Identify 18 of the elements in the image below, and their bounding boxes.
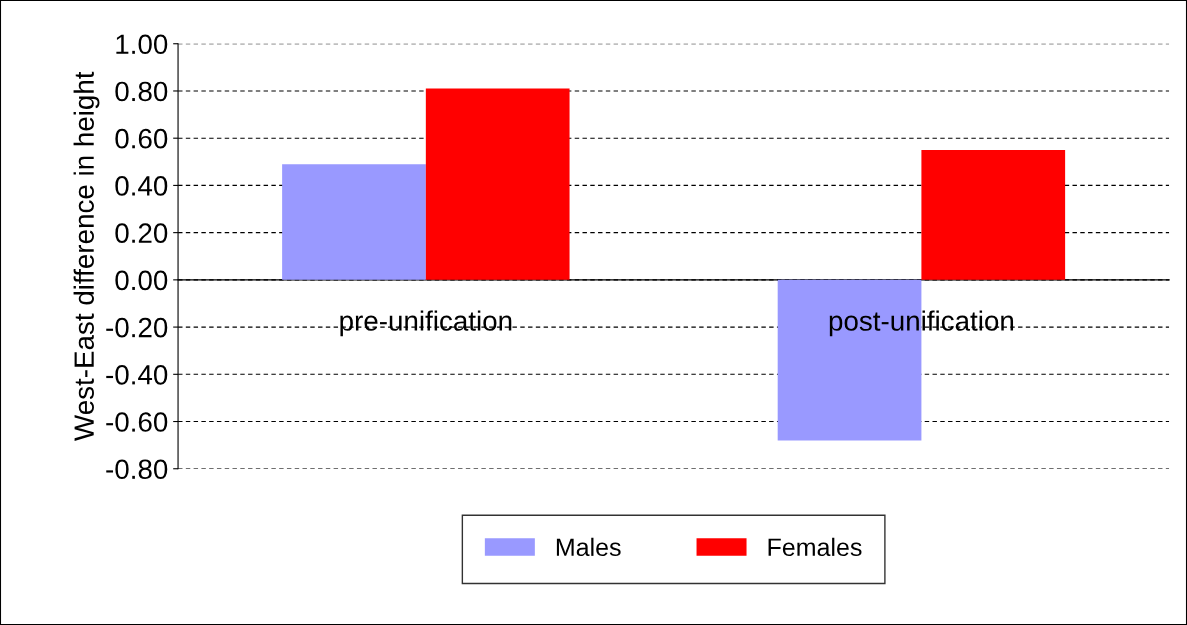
y-tick-label: 0.20 — [115, 223, 168, 243]
y-tick-label: -0.20 — [106, 317, 168, 338]
y-tick-label: -0.80 — [106, 459, 168, 480]
legend-label: Males — [556, 537, 621, 557]
y-tick-label: 1.00 — [116, 34, 168, 55]
bar — [425, 88, 570, 280]
y-tick-label: 0.00 — [115, 270, 168, 291]
legend-label: Females — [768, 537, 862, 557]
x-tick-label: post-unification — [829, 310, 1014, 337]
y-axis-title: West-East difference in height — [73, 71, 100, 441]
y-tick-label: 0.40 — [115, 176, 168, 196]
bar — [921, 150, 1066, 280]
y-tick-label: 0.80 — [115, 81, 168, 102]
y-tick-label: 0.60 — [115, 128, 168, 149]
x-tick-label: pre-unification — [340, 310, 512, 337]
bar — [282, 164, 426, 280]
y-tick-label: -0.60 — [106, 412, 168, 432]
y-tick-label: -0.40 — [106, 364, 168, 385]
